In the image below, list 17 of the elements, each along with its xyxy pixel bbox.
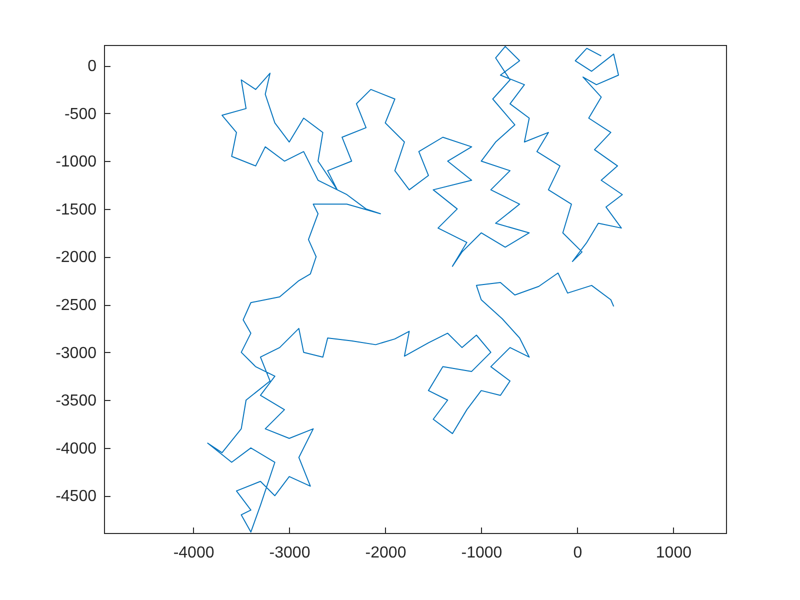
line-series	[207, 46, 623, 533]
x-tick-label: -1000	[461, 544, 502, 562]
y-tick-label: -500	[64, 106, 97, 123]
y-tick-label: -4000	[56, 440, 97, 458]
y-tick-label: -3500	[56, 392, 97, 410]
y-tick-label: -1500	[56, 201, 97, 218]
y-tick-label: -2500	[56, 297, 97, 314]
y-tick-label: -1000	[56, 154, 97, 171]
y-tick-label: -4500	[56, 488, 97, 506]
y-tick-label: -2000	[56, 249, 97, 266]
y-tick-label: -3000	[56, 344, 97, 362]
x-tick-label: -4000	[173, 544, 214, 562]
y-tick-label: 0	[88, 58, 97, 76]
x-tick-label: -2000	[365, 544, 406, 562]
x-tick-label: -3000	[269, 544, 310, 562]
x-tick-label: 1000	[656, 544, 692, 562]
x-tick-label: 0	[573, 544, 582, 562]
